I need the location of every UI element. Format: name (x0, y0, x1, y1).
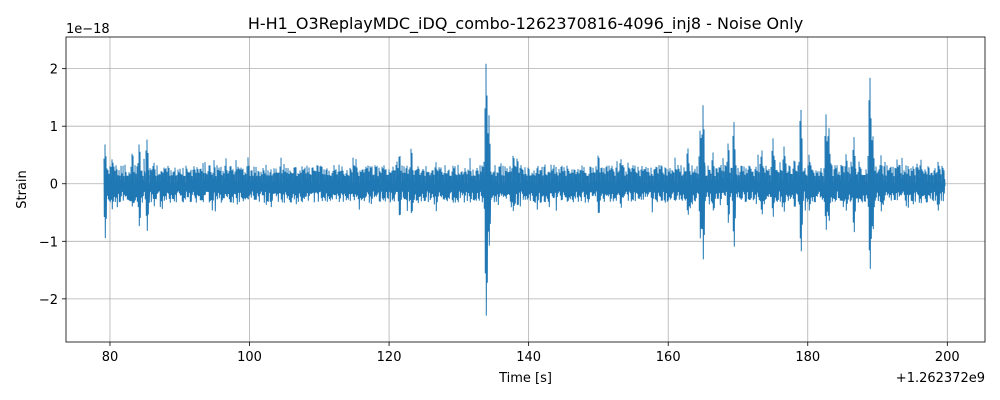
plot-frame (65, 36, 986, 343)
x-axis-offset-label: +1.262372e9 (896, 371, 985, 386)
x-axis-label: Time [s] (498, 371, 552, 386)
y-axis-label: Strain (15, 170, 30, 209)
x-tick-label: 120 (377, 350, 402, 365)
x-tick-label: 140 (516, 350, 541, 365)
y-tick-label: −2 (39, 293, 58, 308)
x-tick-label: 200 (935, 350, 960, 365)
series-layer (103, 63, 946, 316)
strain-series-line (103, 63, 946, 316)
x-tick-label: 100 (237, 350, 262, 365)
x-axis-ticks: 80 100 120 140 160 180 200 (102, 342, 960, 365)
y-tick-label: 2 (50, 63, 58, 78)
chart-title: H-H1_O3ReplayMDC_iDQ_combo-1262370816-40… (248, 14, 803, 34)
y-tick-label: 0 (50, 178, 58, 193)
y-tick-label: 1 (50, 120, 58, 135)
y-tick-label: −1 (39, 235, 58, 250)
y-axis-ticks: −2 −1 0 1 2 (39, 63, 66, 308)
x-tick-label: 180 (795, 350, 820, 365)
x-tick-label: 80 (102, 350, 119, 365)
y-axis-scale-label: 1e−18 (66, 22, 110, 37)
x-tick-label: 160 (656, 350, 681, 365)
